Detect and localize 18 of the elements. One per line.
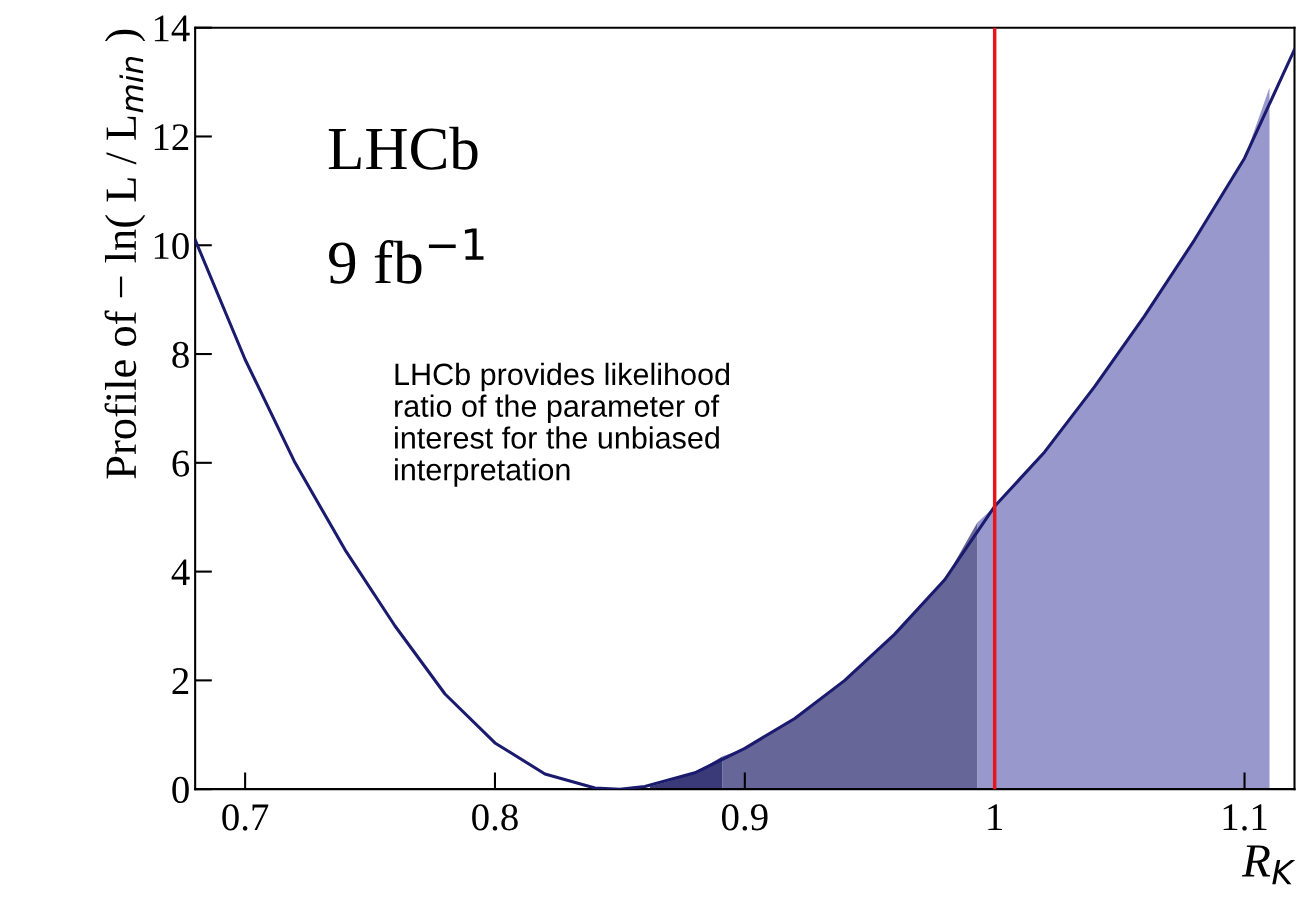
y-tick-label: 6	[172, 450, 190, 477]
x-tick-label: 0.9	[722, 804, 768, 831]
y-tick-label: 2	[172, 668, 189, 694]
y-axis-title: Profile of − ln( L / L$_{min}$ )	[104, 29, 146, 479]
annotation: 9 fb$^{−1}$	[329, 228, 484, 284]
x-axis-title: R$_{K}$	[1241, 845, 1296, 885]
y-tick-label: 14	[154, 15, 190, 42]
x-tick-label: 1.1	[1223, 804, 1267, 831]
y-tick-label: 4	[171, 559, 190, 586]
y-tick-label: 8	[172, 341, 189, 368]
annotation: LHCb	[328, 126, 478, 170]
y-tick-label: 0	[172, 776, 189, 804]
annotation: LHCb provides likelihood ratio of the parameter of interest for the unbiased interpretation	[395, 362, 730, 487]
x-tick-label: 1	[988, 804, 1003, 831]
x-tick-label: 0.7	[222, 804, 269, 831]
y-tick-label: 10	[154, 232, 189, 260]
x-tick-label: 0.8	[472, 804, 518, 831]
y-tick-label: 12	[154, 124, 189, 150]
